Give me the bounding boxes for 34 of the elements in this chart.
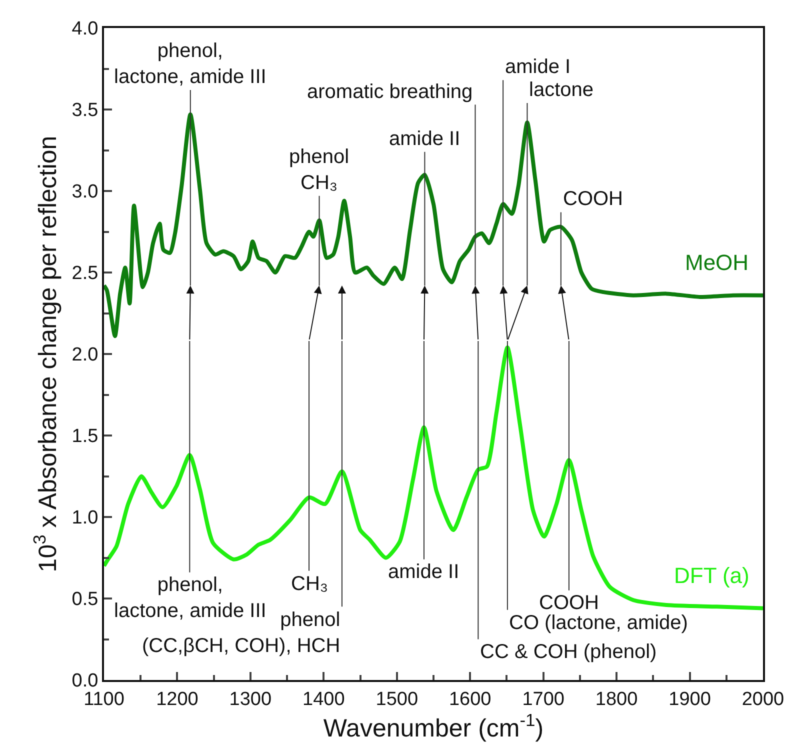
line-series: [104, 112, 763, 338]
y-tick-label: 1.0: [72, 508, 98, 529]
x-tick-label: 1200: [156, 688, 198, 710]
series-label: MeOH: [685, 250, 749, 275]
annotation: phenol, lactone, amide III: [114, 574, 266, 622]
y-tick-label: 3.5: [72, 100, 98, 122]
annotation: COOH: [563, 188, 623, 210]
x-tick-label: 1500: [376, 688, 418, 710]
x-tick-label: 1400: [302, 688, 345, 710]
x-tick-label: 2000: [742, 688, 784, 710]
y-tick-label: 2.5: [72, 263, 98, 284]
annotation: phenol CH₃: [289, 146, 350, 194]
x-tick-label: 1700: [522, 688, 564, 710]
series-label: DFT (a): [674, 563, 750, 588]
annotation: lactone: [529, 79, 594, 101]
x-tick-label: 1900: [668, 688, 711, 710]
annotation: CO (lactone, amide): [509, 612, 688, 634]
x-axis-title: Wavenumber (cm$^{-1}$): [323, 710, 544, 742]
y-tick-label: 4.0: [72, 18, 98, 40]
annotation: phenol, lactone, amide III: [114, 40, 266, 88]
annotation: amide I: [505, 56, 571, 78]
annotation: amide II: [389, 128, 460, 150]
x-tick-label: 1600: [448, 688, 492, 710]
annotation: aromatic breathing: [307, 81, 473, 103]
annotation: COOH: [539, 592, 599, 614]
annotation: CC & COH (phenol): [480, 641, 657, 663]
annotation: CH₃: [291, 573, 328, 595]
y-tick-label: 0.5: [72, 589, 98, 610]
x-tick-label: 1300: [229, 688, 272, 710]
x-tick-label: 1800: [595, 688, 638, 710]
y-tick-label: 2.0: [72, 344, 98, 366]
y-tick-label: 1.5: [72, 426, 98, 448]
annotation: amide II: [388, 561, 460, 583]
y-tick-label: 3.0: [72, 182, 98, 203]
